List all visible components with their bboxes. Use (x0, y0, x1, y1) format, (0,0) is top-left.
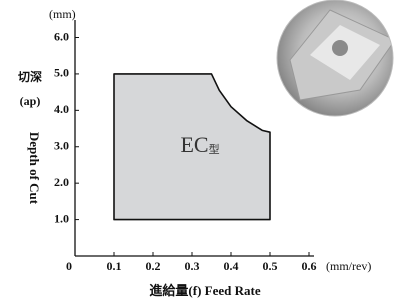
x-tick-label: 0.1 (107, 259, 122, 273)
region-label-suffix: 型 (209, 141, 220, 155)
insert-photo (277, 0, 395, 116)
y-unit: (mm) (49, 7, 76, 21)
y-tick-label: 2.0 (54, 175, 69, 189)
x-tick-label: 0.2 (146, 259, 161, 273)
x-unit: (mm/rev) (326, 259, 371, 273)
y-tick-label: 5.0 (54, 66, 69, 80)
x-tick-label: 0.3 (185, 259, 200, 273)
y-tick-label: 3.0 (54, 139, 69, 153)
x-tick-label: 0.4 (224, 259, 239, 273)
x-tick-label: 0.6 (302, 259, 317, 273)
y-tick-label: 6.0 (54, 29, 69, 43)
x-tick-label: 0 (66, 259, 72, 273)
y-label-symbol: (ap) (20, 94, 41, 108)
y-label: Depth of Cut (27, 132, 42, 205)
x-tick-label: 0.5 (263, 259, 278, 273)
region-label-main: EC (180, 132, 208, 157)
y-tick-label: 1.0 (54, 211, 69, 225)
chart: 1.0 2.0 3.0 4.0 5.0 6.0 0 0.1 0.2 0.3 0.4 0.5 0.6 EC型… (0, 0, 407, 304)
y-tick-label: 4.0 (54, 102, 69, 116)
y-label-cjk: 切深 (18, 69, 42, 84)
x-label: 進給量(f) Feed Rate (149, 283, 260, 298)
